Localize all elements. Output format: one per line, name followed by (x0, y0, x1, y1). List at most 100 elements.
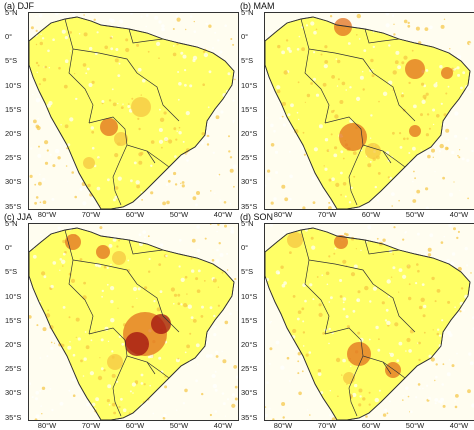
speckle (272, 418, 275, 420)
speckle (409, 329, 414, 334)
speckle (402, 395, 404, 397)
speckle (231, 403, 236, 408)
speckle (313, 51, 316, 54)
speckle (298, 118, 300, 121)
speckle (402, 274, 407, 279)
speckle (46, 103, 51, 108)
speckle (392, 180, 394, 182)
speckle (176, 17, 181, 22)
speckle (35, 98, 41, 103)
speckle (427, 396, 431, 401)
speckle (287, 113, 291, 117)
speckle (345, 89, 347, 91)
lat-label: 5°S (5, 56, 18, 66)
speckle (61, 29, 66, 34)
speckle (389, 352, 394, 357)
speckle (202, 83, 205, 86)
speckle (337, 395, 339, 398)
speckle (303, 153, 306, 156)
speckle (405, 386, 409, 390)
speckle (468, 352, 472, 356)
speckle (30, 26, 34, 30)
speckle (36, 71, 38, 73)
speckle (111, 350, 114, 353)
speckle (469, 361, 474, 366)
speckle (183, 303, 188, 308)
speckle (159, 117, 165, 123)
speckle (367, 225, 372, 230)
speckle (42, 77, 47, 82)
country-border (146, 150, 170, 168)
speckle (80, 359, 83, 363)
speckle (62, 306, 66, 309)
speckle (285, 39, 289, 42)
speckle (273, 129, 276, 133)
speckle (457, 230, 460, 233)
country-border (382, 150, 406, 168)
speckle (333, 153, 338, 158)
speckle (408, 152, 411, 154)
speckle (370, 114, 373, 117)
speckle (32, 254, 37, 259)
speckle (99, 357, 101, 359)
lon-label: 50°W (405, 210, 425, 219)
speckle (378, 100, 380, 103)
speckle (227, 72, 231, 76)
speckle (265, 413, 269, 418)
speckle (417, 383, 421, 386)
speckle (432, 156, 434, 158)
country-border (112, 144, 128, 206)
speckle (40, 233, 42, 236)
speckle (83, 14, 85, 16)
speckle (230, 229, 235, 234)
speckle (185, 111, 190, 116)
speckle (72, 394, 76, 397)
speckle (156, 41, 161, 46)
speckle (326, 283, 329, 286)
speckle (229, 168, 234, 173)
speckle (313, 174, 315, 177)
speckle (421, 99, 426, 104)
lon-label: 70°W (81, 210, 101, 219)
speckle (335, 182, 340, 187)
speckle (112, 102, 117, 107)
speckle (328, 178, 332, 182)
speckle (224, 320, 229, 325)
speckle (456, 54, 462, 59)
speckle (38, 145, 40, 148)
lon-label: 50°W (169, 210, 189, 219)
speckle (459, 189, 461, 191)
speckle (331, 417, 336, 420)
speckle (137, 117, 140, 120)
speckle (297, 310, 302, 314)
speckle (108, 18, 113, 22)
speckle (456, 66, 460, 70)
country-border (72, 48, 180, 122)
speckle (182, 54, 187, 59)
speckle (320, 53, 323, 56)
speckle (100, 367, 104, 371)
speckle (462, 308, 465, 312)
speckle (390, 240, 392, 242)
speckle (232, 43, 235, 46)
speckle (72, 378, 76, 382)
speckle (189, 332, 192, 335)
speckle (95, 408, 97, 410)
speckle (197, 364, 199, 366)
lat-label: 0° (5, 32, 13, 42)
speckle (233, 185, 235, 188)
speckle (118, 335, 122, 338)
speckle (205, 354, 210, 358)
speckle (40, 405, 42, 407)
speckle (138, 233, 142, 237)
lat-label: 20°S (241, 128, 258, 138)
speckle (467, 197, 469, 200)
speckle (186, 305, 188, 307)
speckle (59, 145, 62, 147)
speckle (388, 44, 391, 47)
speckle (331, 75, 335, 79)
speckle (82, 63, 87, 67)
speckle (453, 227, 456, 231)
speckle (184, 388, 188, 393)
speckle (206, 143, 210, 146)
